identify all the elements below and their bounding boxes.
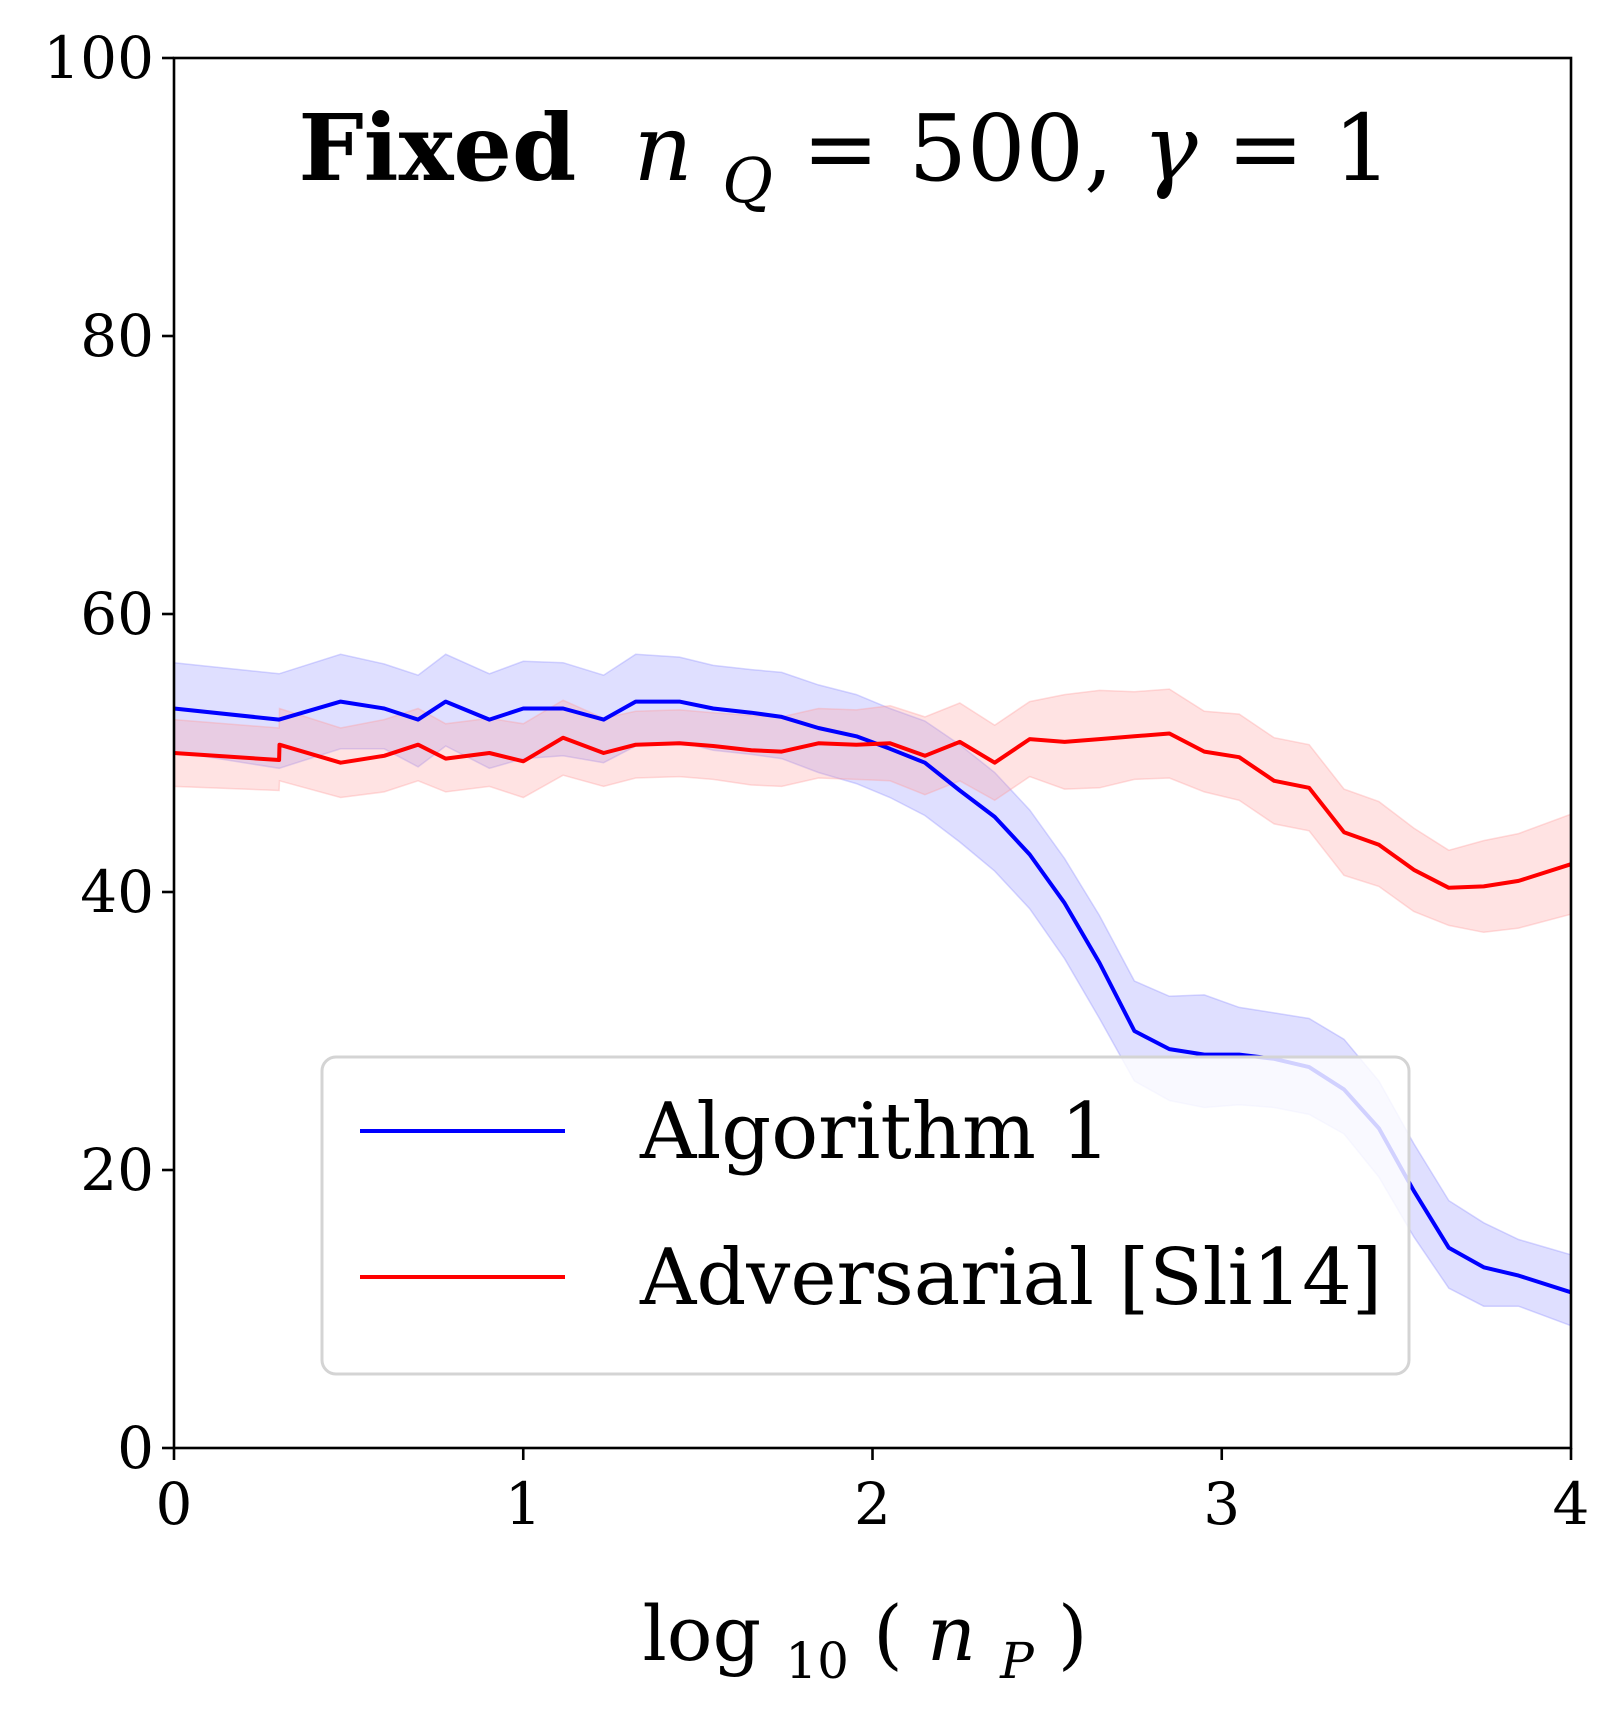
chart-title-rest: = 500,	[802, 95, 1142, 202]
x-axis-label-var: n	[927, 1589, 976, 1678]
legend-label-adversarial: Adversarial [Sli14]	[639, 1233, 1382, 1323]
y-tick-label: 40	[80, 858, 154, 926]
legend: Algorithm 1 Adversarial [Sli14]	[320, 1055, 1411, 1376]
x-axis-label: log 10 ( n P )	[642, 1589, 1087, 1696]
y-tick-label: 20	[80, 1136, 154, 1204]
chart-title-gamma-rest: = 1	[1227, 95, 1392, 202]
y-tick-label: 80	[80, 302, 154, 370]
x-axis-label-close: )	[1058, 1589, 1088, 1678]
y-axis-ticks: 0 20 40 60 80 100	[43, 24, 174, 1482]
y-tick-label: 100	[43, 24, 154, 92]
x-axis-label-sub: 10	[785, 1632, 849, 1690]
chart-title-gamma: γ	[1143, 95, 1199, 202]
x-tick-label: 1	[505, 1470, 542, 1538]
legend-box	[320, 1055, 1411, 1376]
x-axis-ticks: 0 1 2 3 4	[156, 1448, 1590, 1538]
y-tick-label: 60	[80, 580, 154, 648]
x-axis-label-var-sub: P	[999, 1632, 1035, 1690]
x-axis-label-fn: log	[642, 1589, 761, 1678]
chart-title-var: n	[634, 95, 693, 202]
x-tick-label: 3	[1203, 1470, 1240, 1538]
x-tick-label: 2	[854, 1470, 891, 1538]
legend-label-algorithm-1: Algorithm 1	[639, 1087, 1110, 1177]
x-tick-label: 0	[156, 1470, 193, 1538]
series-line-1	[173, 731, 1572, 890]
x-axis-label-open: (	[873, 1589, 903, 1678]
chart-title-bold: Fixed	[298, 94, 576, 202]
chart-title: Fixed n Q = 500, γ = 1	[298, 94, 1391, 224]
x-tick-label: 4	[1553, 1470, 1590, 1538]
chart-title-sub: Q	[722, 144, 773, 217]
y-tick-label: 0	[117, 1414, 154, 1482]
